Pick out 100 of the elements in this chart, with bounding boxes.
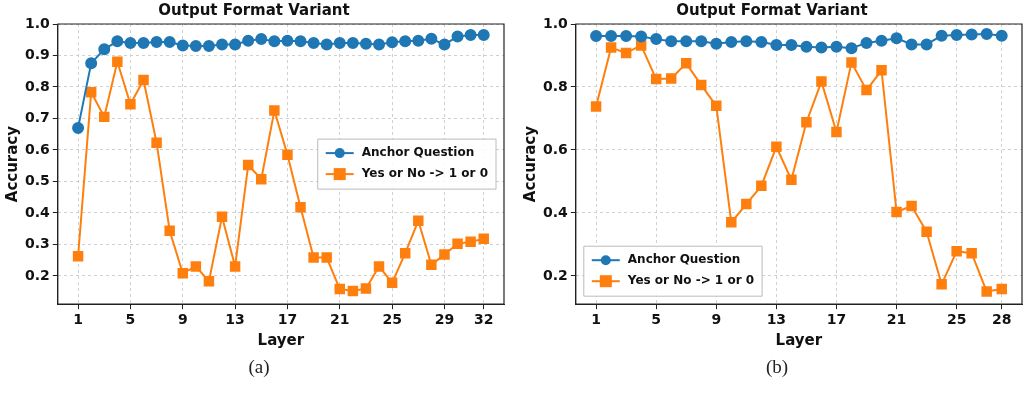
x-tick-label: 13 <box>225 311 245 328</box>
point <box>815 41 828 54</box>
x-tick-label: 21 <box>886 311 907 328</box>
point <box>801 116 812 128</box>
x-tick-label: 9 <box>711 311 722 328</box>
point <box>177 268 189 279</box>
x-tick-label: 17 <box>826 311 847 328</box>
legend-label: Yes or No -> 1 or 0 <box>626 273 755 288</box>
point <box>85 57 98 70</box>
point <box>202 40 215 53</box>
point <box>650 73 662 85</box>
point <box>710 37 723 50</box>
point <box>905 38 918 51</box>
point <box>359 37 372 50</box>
point <box>695 35 708 48</box>
point <box>333 36 346 49</box>
point <box>164 225 175 237</box>
point <box>906 200 917 212</box>
point <box>680 35 693 48</box>
point <box>740 35 753 48</box>
point <box>996 283 1007 295</box>
point <box>786 174 797 186</box>
point <box>650 33 663 46</box>
point <box>373 38 386 51</box>
point <box>111 35 124 48</box>
y-tick-label: 0.8 <box>542 77 568 94</box>
point <box>425 32 438 45</box>
text: (a) <box>247 356 271 378</box>
point <box>981 286 992 297</box>
point <box>635 30 648 43</box>
point <box>426 259 437 271</box>
point <box>295 201 306 213</box>
point <box>680 58 692 69</box>
point <box>150 35 163 48</box>
y-tick-label: 0.9 <box>24 46 50 63</box>
point <box>696 79 707 91</box>
y-axis-title: Accuracy <box>2 125 21 203</box>
point <box>951 246 962 257</box>
point <box>321 252 332 263</box>
point <box>890 32 903 45</box>
point <box>412 34 425 47</box>
point <box>936 279 947 290</box>
y-axis-title: Accuracy <box>520 125 539 203</box>
point <box>438 38 451 51</box>
point <box>831 126 842 138</box>
point <box>346 36 359 49</box>
y-tick-label: 0.4 <box>542 203 569 220</box>
point <box>477 29 490 42</box>
legend-label: Yes or No -> 1 or 0 <box>360 166 488 181</box>
point <box>478 233 489 244</box>
point <box>725 35 738 48</box>
point <box>452 238 463 249</box>
point <box>950 29 963 42</box>
point <box>770 39 783 52</box>
x-tick-label: 5 <box>125 311 136 328</box>
point <box>268 35 281 48</box>
point <box>163 35 176 48</box>
point <box>965 28 978 41</box>
point <box>256 173 267 185</box>
x-tick-label: 32 <box>473 311 494 328</box>
point <box>229 38 242 51</box>
y-tick-label: 1.0 <box>542 14 569 31</box>
point <box>741 198 752 210</box>
x-tick-label: 25 <box>382 311 402 328</box>
point <box>72 251 84 262</box>
point <box>373 261 385 272</box>
point <box>334 283 346 295</box>
point <box>138 74 149 86</box>
point <box>281 34 294 47</box>
point <box>451 30 464 43</box>
point <box>861 84 872 96</box>
point <box>590 101 602 112</box>
point <box>439 249 450 260</box>
point <box>399 247 411 259</box>
point <box>360 283 372 294</box>
point <box>137 36 150 49</box>
point <box>891 206 902 218</box>
x-tick-label: 17 <box>277 311 298 328</box>
point <box>255 33 268 46</box>
y-tick-label: 0.2 <box>542 266 568 283</box>
point <box>590 29 603 42</box>
point <box>85 87 97 98</box>
chart-title: Output Format Variant <box>676 0 868 19</box>
y-tick-label: 0.5 <box>24 172 50 189</box>
point <box>216 211 228 222</box>
point <box>860 36 873 49</box>
point <box>800 40 813 53</box>
point <box>605 29 618 42</box>
point <box>229 261 241 272</box>
point <box>620 47 632 59</box>
x-tick-label: 5 <box>651 311 662 328</box>
point <box>726 217 737 228</box>
x-tick-label: 1 <box>73 311 83 328</box>
point <box>72 121 85 134</box>
point <box>203 275 215 287</box>
point <box>294 35 307 48</box>
point <box>112 56 123 68</box>
x-tick-label: 21 <box>330 311 350 328</box>
chart-title: Output Format Variant <box>158 0 350 19</box>
point <box>307 36 320 49</box>
